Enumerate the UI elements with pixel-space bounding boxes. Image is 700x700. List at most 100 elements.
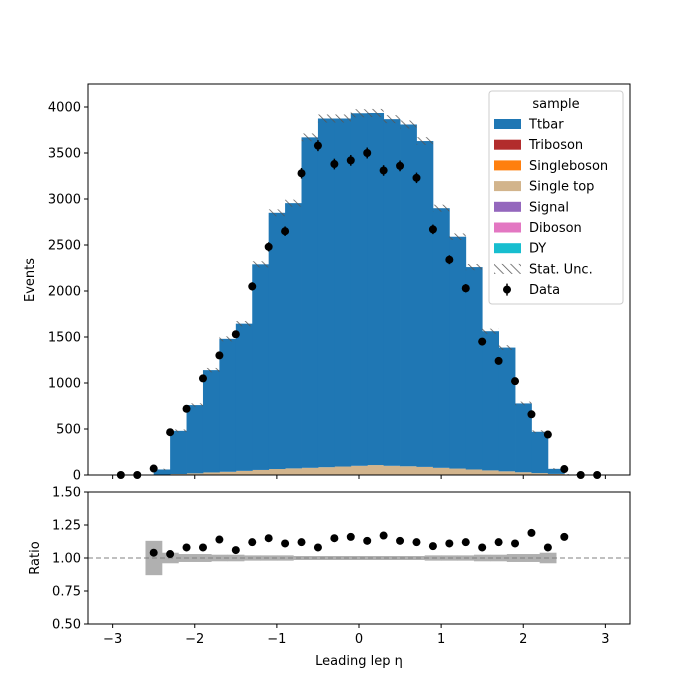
legend-label: Triboson (528, 138, 583, 153)
y-tick-label: 2000 (48, 285, 81, 300)
data-point (215, 351, 224, 360)
ratio-y-tick-label: 1.00 (52, 552, 81, 567)
stack-bar (367, 112, 385, 466)
stack-bar (219, 338, 237, 472)
x-tick-label: 0 (355, 632, 363, 647)
legend-swatch (494, 263, 521, 274)
ratio-point (461, 538, 470, 547)
ratio-unc-bar (326, 556, 343, 560)
data-point (396, 161, 405, 170)
stat-unc-hatch (268, 209, 286, 217)
legend-label: Data (529, 283, 560, 298)
stat-unc-hatch (400, 120, 417, 129)
stack-bar (317, 118, 335, 468)
stack-bar (449, 236, 467, 469)
stat-unc-hatch (416, 137, 433, 145)
stat-unc-hatch (482, 328, 499, 334)
legend-label: Signal (529, 200, 569, 215)
stat-unc-hatch (202, 367, 220, 373)
ratio-point (445, 539, 454, 548)
ratio-point (231, 546, 240, 555)
data-point (297, 169, 306, 178)
data-point (363, 149, 372, 157)
data-point (313, 141, 322, 150)
ratio-point (560, 532, 569, 541)
ratio-point (511, 539, 520, 548)
stat-unc-hatch (498, 345, 516, 350)
data-point (330, 160, 339, 169)
stat-unc-hatch (432, 204, 450, 212)
legend-label: Singleboson (529, 159, 608, 174)
data-point (478, 337, 487, 346)
stack-bar (547, 468, 565, 474)
ratio-point (264, 534, 273, 543)
stack-bar (334, 118, 352, 467)
ratio-y-axis-label: Ratio (28, 541, 43, 574)
stat-unc-hatch (531, 430, 548, 434)
stack-bar (498, 347, 516, 472)
legend-swatch (494, 222, 521, 233)
stack-bar (252, 264, 270, 470)
data-point (166, 428, 175, 437)
stack-bar (285, 468, 302, 475)
ratio-point (363, 536, 372, 545)
ratio-unc-bar (342, 556, 360, 560)
legend-swatch (494, 181, 521, 192)
ratio-point (543, 543, 552, 552)
main-stack-bars (153, 112, 582, 475)
main-y-ticks: 0 500 1000 1500 2000 2500 3000 3500 4000 (48, 101, 88, 484)
y-tick-label: 0 (73, 469, 81, 484)
stat-unc-hatch (170, 429, 187, 433)
data-point (428, 225, 437, 234)
ratio-point (412, 538, 421, 547)
x-tick-label: 2 (519, 632, 527, 647)
stack-bar (317, 467, 335, 475)
y-tick-label: 3500 (48, 147, 81, 162)
stack-bar (268, 212, 286, 470)
ratio-y-tick-label: 0.75 (52, 585, 81, 600)
y-tick-label: 4000 (48, 101, 81, 116)
stack-bar (186, 473, 204, 475)
legend: sample Ttbar Triboson Singleboson Single top… (488, 90, 624, 305)
ratio-unc-band (145, 540, 557, 576)
stack-bar (285, 203, 302, 469)
ratio-point (527, 528, 536, 537)
ratio-y-tick-label: 0.50 (52, 618, 81, 633)
legend-swatch (494, 139, 521, 150)
data-point (445, 255, 454, 264)
main-x-ticks (112, 475, 606, 479)
stack-bar (400, 466, 417, 475)
ratio-y-tick-label: 1.50 (52, 486, 81, 501)
y-tick-label: 1500 (48, 331, 81, 346)
ratio-unc-bar (309, 556, 327, 560)
stat-unc-hatch (235, 321, 253, 327)
ratio-x-ticks: −3 −2 −1 0 1 2 3 (103, 624, 610, 647)
stack-bar (367, 465, 385, 475)
stack-bar (482, 470, 500, 475)
data-point (461, 284, 470, 293)
stack-bar (202, 370, 220, 473)
data-point (412, 173, 421, 182)
ratio-point (215, 535, 224, 544)
data-point (149, 464, 158, 473)
ratio-y-ticks: 0.50 0.75 1.00 1.25 1.50 (52, 486, 88, 633)
stack-bar (432, 467, 450, 475)
legend-title: sample (532, 97, 579, 112)
stack-bar (235, 470, 253, 475)
data-point (231, 330, 240, 339)
stat-unc-hatch (367, 108, 384, 118)
data-point (511, 377, 520, 386)
ratio-point (281, 539, 290, 548)
stat-unc-hatch (547, 468, 565, 470)
stack-bar (416, 141, 434, 467)
ratio-point (494, 538, 503, 547)
stack-bar (350, 465, 368, 475)
y-tick-label: 3000 (48, 193, 81, 208)
stack-bar (465, 469, 483, 475)
x-axis-label: Leading lep η (315, 654, 403, 669)
legend-swatch (494, 160, 521, 171)
x-tick-label: 1 (437, 632, 445, 647)
legend-label: Ttbar (528, 118, 564, 133)
x-tick-label: 3 (601, 632, 609, 647)
